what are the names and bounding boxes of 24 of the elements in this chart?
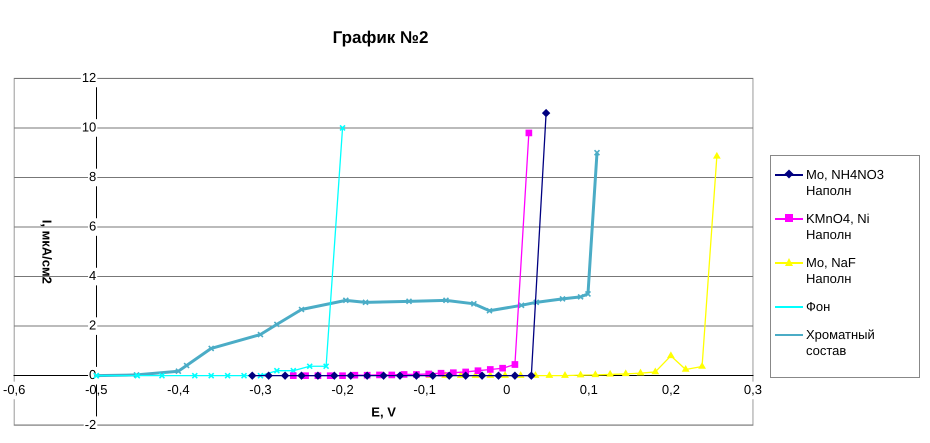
legend-label: Фон — [806, 299, 832, 315]
y-tick-label: 2 — [89, 318, 96, 333]
x-tick-label: 0,2 — [662, 382, 680, 398]
x-tick-label: -0,6 — [2, 382, 26, 398]
x-tick-label: 0,3 — [744, 382, 762, 398]
chart-title: График №2 — [332, 28, 428, 47]
x-tick-label: 0,1 — [580, 382, 598, 398]
y-tick-label: 12 — [82, 70, 96, 85]
legend-label: Mo, NaF Наполн — [806, 255, 857, 287]
legend-label: KMnO4, Ni Наполн — [806, 211, 871, 243]
legend-label: Mo, NH4NO3 Наполн — [806, 167, 886, 199]
y-axis-title: I, мкА/см2 — [39, 220, 54, 284]
legend-label: Хроматный состав — [806, 327, 876, 359]
x-axis-title: E, V — [371, 404, 396, 420]
y-tick-label: 6 — [89, 218, 96, 234]
y-tick-label: 8 — [89, 169, 96, 184]
y-tick-label: -2 — [84, 416, 96, 432]
x-tick-label: -0,3 — [249, 382, 272, 398]
y-tick-label: 4 — [89, 268, 96, 284]
y-tick-label: 10 — [82, 120, 96, 135]
x-tick-label: 0 — [503, 382, 510, 398]
x-tick-label: -0,2 — [331, 382, 354, 398]
x-tick-label: -0,1 — [413, 382, 436, 398]
x-tick-label: -0,4 — [167, 382, 190, 398]
